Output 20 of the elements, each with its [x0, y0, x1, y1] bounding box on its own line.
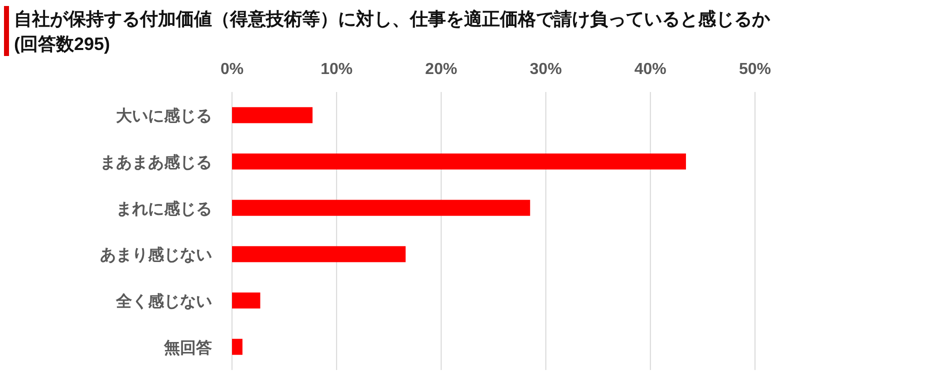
x-tick-label: 30%: [530, 61, 562, 78]
y-tick-label: 全く感じない: [115, 292, 212, 310]
bar: [232, 107, 313, 124]
bar: [232, 154, 686, 170]
bar: [232, 338, 242, 355]
bar: [232, 292, 260, 308]
y-tick-label: まあまあ感じる: [100, 154, 212, 172]
bar: [232, 200, 530, 216]
y-tick-label: 無回答: [163, 338, 212, 357]
y-tick-label: あまり感じない: [100, 246, 212, 264]
chart-title: 自社が保持する付加価値（得意技術等）に対し、仕事を適正価格で請け負っていると感じるか: [14, 9, 771, 29]
x-tick-label: 50%: [738, 61, 772, 78]
x-tick-label: 20%: [425, 61, 458, 78]
y-tick-label: 大いに感じる: [116, 107, 212, 126]
y-tick-label: まれに感じる: [116, 200, 212, 218]
x-tick-label: 10%: [320, 61, 353, 78]
x-tick-label: 0%: [220, 61, 244, 78]
x-tick-label: 40%: [634, 61, 666, 78]
bar: [232, 246, 406, 262]
text: (回答数295): [14, 34, 110, 54]
